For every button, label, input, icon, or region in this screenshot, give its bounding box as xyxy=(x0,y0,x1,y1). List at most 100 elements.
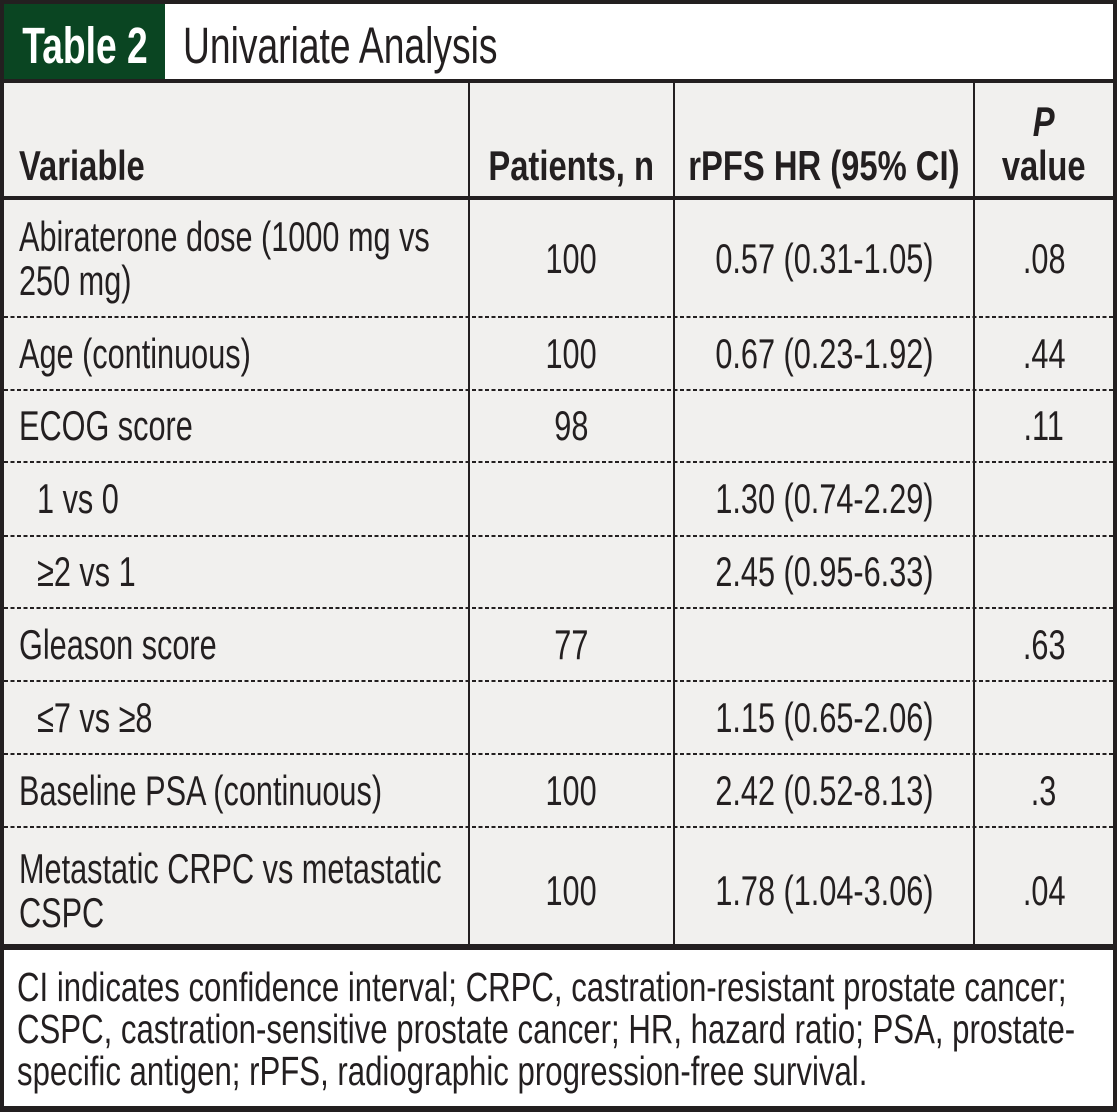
row7-hr: 1.15 (0.65-2.06) xyxy=(675,681,973,754)
row1-patients-text: 100 xyxy=(545,234,598,282)
row6-variable-text: Gleason score xyxy=(19,620,217,668)
row5-variable-text: ≥2 vs 1 xyxy=(37,548,136,595)
row1-hr: 0.57 (0.31-1.05) xyxy=(675,200,973,317)
row5-patients xyxy=(470,536,673,608)
row3-variable: ECOG score xyxy=(4,390,468,462)
row-separator-3 xyxy=(4,461,1113,463)
row8-variable-text: Baseline PSA (continuous) xyxy=(19,766,383,814)
row9-hr-text: 1.78 (1.04-3.06) xyxy=(714,866,934,914)
row3-hr xyxy=(675,390,973,462)
row3-patients-text: 98 xyxy=(554,402,589,449)
row4-variable-text: 1 vs 0 xyxy=(37,475,119,522)
row2-patients: 100 xyxy=(470,317,673,390)
footnote: CI indicates confidence interval; CRPC, … xyxy=(4,950,1113,1106)
title-separator xyxy=(0,79,1117,83)
row7-patients xyxy=(470,681,673,754)
table-title-wrap: Univariate Analysis xyxy=(165,4,614,79)
row1-patients: 100 xyxy=(470,200,673,317)
row5-pvalue xyxy=(975,536,1113,608)
row7-pvalue xyxy=(975,681,1113,754)
footnote-separator xyxy=(0,944,1117,950)
row9-patients-text: 100 xyxy=(545,866,598,914)
row8-hr: 2.42 (0.52-8.13) xyxy=(675,754,973,827)
row1-variable: Abiraterone dose (1000 mg vs 250 mg) xyxy=(4,200,468,317)
border-left xyxy=(0,0,4,1112)
row9-hr: 1.78 (1.04-3.06) xyxy=(675,827,973,944)
header-hr: rPFS HR (95% CI) xyxy=(675,83,973,196)
row1-hr-text: 0.57 (0.31-1.05) xyxy=(714,234,934,282)
row6-pvalue-text: .63 xyxy=(1022,620,1066,668)
row-separator-2 xyxy=(4,389,1113,391)
column-line-2 xyxy=(673,83,675,944)
row4-pvalue xyxy=(975,462,1113,536)
border-right xyxy=(1113,0,1117,1112)
header-variable: Variable xyxy=(4,83,468,196)
row6-variable: Gleason score xyxy=(4,608,468,681)
row8-pvalue: .3 xyxy=(975,754,1113,827)
row-separator-5 xyxy=(4,607,1113,609)
row8-variable: Baseline PSA (continuous) xyxy=(4,754,468,827)
row4-hr-text: 1.30 (0.74-2.29) xyxy=(714,475,934,522)
row-separator-1 xyxy=(4,316,1113,318)
header-hr-label: rPFS HR (95% CI) xyxy=(688,142,960,189)
row9-pvalue: .04 xyxy=(975,827,1113,944)
row2-pvalue-text: .44 xyxy=(1022,329,1066,377)
row1-pvalue-text: .08 xyxy=(1022,234,1066,282)
table-number-label: Table 2 xyxy=(21,16,148,74)
row3-variable-text: ECOG score xyxy=(19,402,193,449)
row3-pvalue-text: .11 xyxy=(1023,402,1065,449)
row4-patients xyxy=(470,462,673,536)
border-top xyxy=(0,0,1117,4)
header-patients: Patients, n xyxy=(470,83,673,196)
row-separator-8 xyxy=(4,826,1113,828)
row1-pvalue: .08 xyxy=(975,200,1113,317)
row2-variable: Age (continuous) xyxy=(4,317,468,390)
row-separator-7 xyxy=(4,753,1113,755)
row1-variable-text: Abiraterone dose (1000 mg vs 250 mg) xyxy=(19,212,430,304)
row6-pvalue: .63 xyxy=(975,608,1113,681)
column-line-1 xyxy=(468,83,470,944)
row8-pvalue-text: .3 xyxy=(1031,766,1057,814)
row-separator-4 xyxy=(4,535,1113,537)
row5-hr: 2.45 (0.95-6.33) xyxy=(675,536,973,608)
border-bottom xyxy=(0,1106,1117,1112)
row3-patients: 98 xyxy=(470,390,673,462)
row9-variable: Metastatic CRPC vs metastatic CSPC xyxy=(4,827,468,944)
header-variable-label: Variable xyxy=(19,142,145,189)
row7-variable: ≤7 vs ≥8 xyxy=(4,681,468,754)
table-number-badge: Table 2 xyxy=(4,4,165,79)
row6-patients: 77 xyxy=(470,608,673,681)
header-patients-label: Patients, n xyxy=(488,142,655,189)
row9-variable-text: Metastatic CRPC vs metastatic CSPC xyxy=(19,844,442,936)
table-background xyxy=(4,83,1113,944)
row7-hr-text: 1.15 (0.65-2.06) xyxy=(714,693,934,741)
table-title: Univariate Analysis xyxy=(183,16,498,74)
header-p-value-word: value xyxy=(1002,142,1086,189)
row9-pvalue-text: .04 xyxy=(1022,866,1066,914)
row8-patients: 100 xyxy=(470,754,673,827)
row4-variable: 1 vs 0 xyxy=(4,462,468,536)
row2-pvalue: .44 xyxy=(975,317,1113,390)
row8-patients-text: 100 xyxy=(545,766,598,814)
row9-patients: 100 xyxy=(470,827,673,944)
row-separator-6 xyxy=(4,680,1113,682)
row2-variable-text: Age (continuous) xyxy=(19,329,251,377)
row5-variable: ≥2 vs 1 xyxy=(4,536,468,608)
row2-patients-text: 100 xyxy=(545,329,598,377)
row6-hr xyxy=(675,608,973,681)
row2-hr-text: 0.67 (0.23-1.92) xyxy=(714,329,934,377)
row6-patients-text: 77 xyxy=(554,620,589,668)
row4-hr: 1.30 (0.74-2.29) xyxy=(675,462,973,536)
column-line-3 xyxy=(973,83,975,944)
row5-hr-text: 2.45 (0.95-6.33) xyxy=(714,548,934,595)
header-underline xyxy=(0,196,1117,200)
footnote-text: CI indicates confidence interval; CRPC, … xyxy=(17,964,1076,1094)
row7-variable-text: ≤7 vs ≥8 xyxy=(37,693,153,741)
title-bar: Table 2 Univariate Analysis xyxy=(4,4,1113,79)
row3-pvalue: .11 xyxy=(975,390,1113,462)
row8-hr-text: 2.42 (0.52-8.13) xyxy=(714,766,934,814)
row2-hr: 0.67 (0.23-1.92) xyxy=(675,317,973,390)
